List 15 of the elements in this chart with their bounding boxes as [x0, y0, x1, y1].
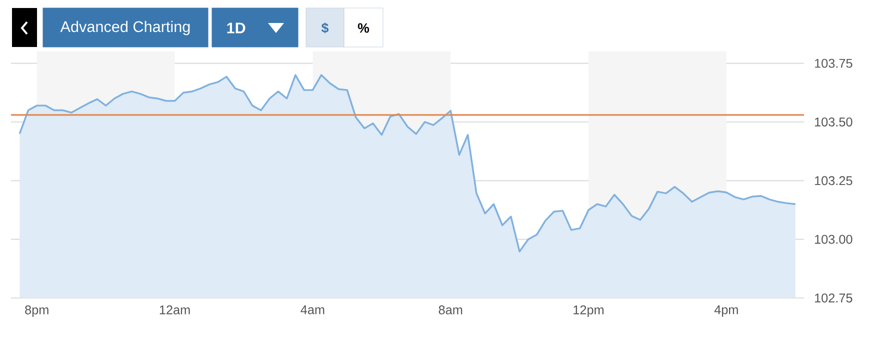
x-tick-label: 12pm [574, 305, 604, 317]
y-tick-label: 103.00 [814, 234, 852, 244]
y-tick-label: 102.75 [814, 294, 852, 302]
x-tick-label: 8pm [25, 305, 48, 317]
x-tick-label: 12am [160, 305, 190, 314]
text: 1D [227, 22, 246, 34]
y-tick-label: 103.25 [814, 176, 852, 186]
text: Advanced Charting [60, 20, 190, 36]
text: $ [321, 22, 329, 34]
y-tick-label: 103.75 [814, 58, 852, 68]
x-tick-label: 4pm [714, 305, 738, 317]
text: % [358, 23, 370, 33]
x-tick-label: 4am [300, 305, 324, 314]
x-tick-label: 8am [438, 305, 462, 314]
y-tick-label: 103.50 [814, 117, 852, 126]
